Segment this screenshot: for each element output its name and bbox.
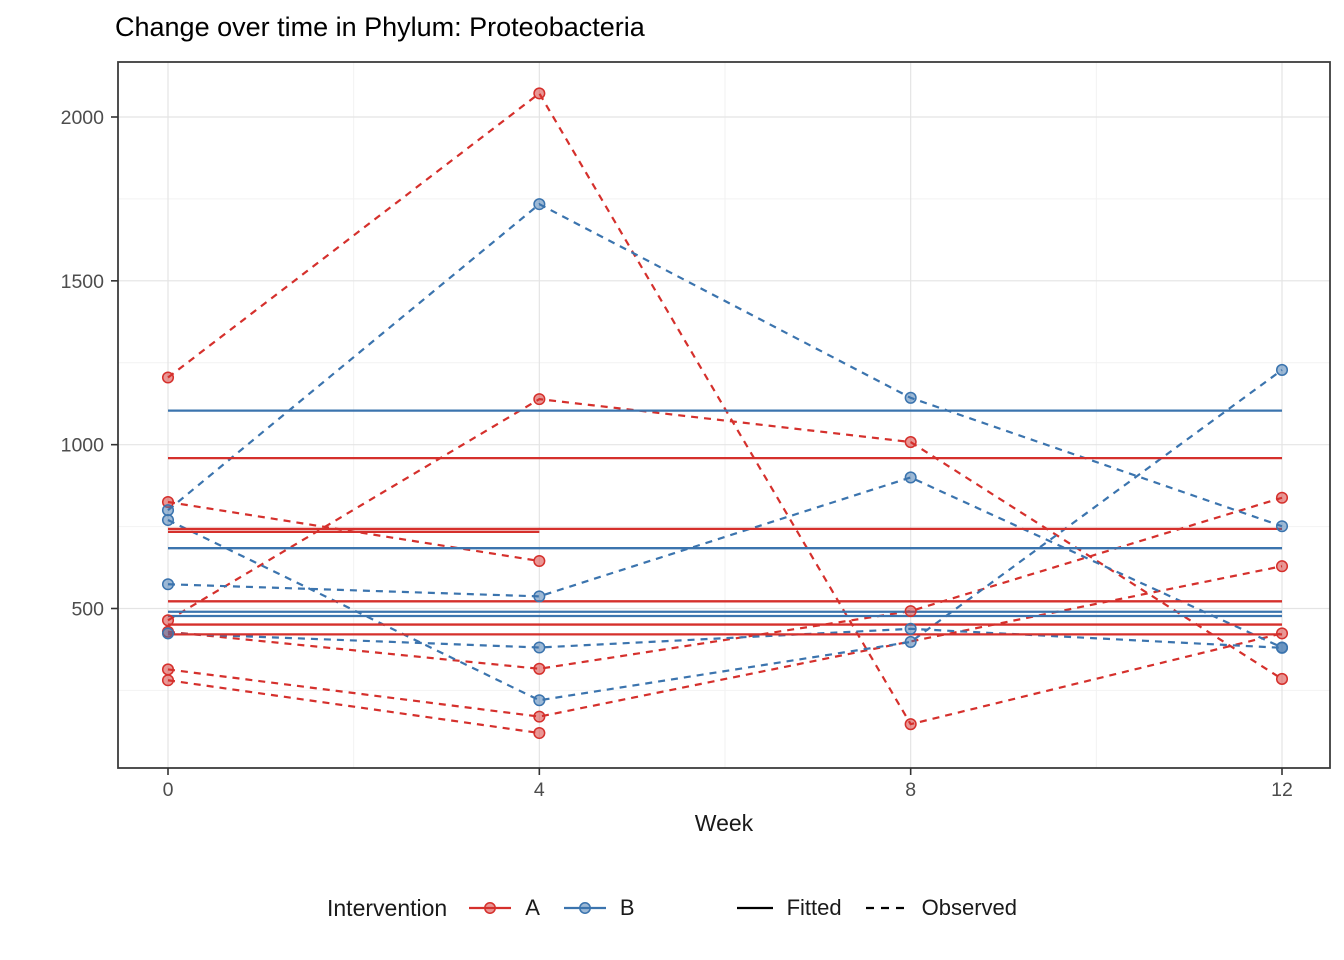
legend-label-observed: Observed	[921, 895, 1017, 920]
data-point	[161, 578, 175, 591]
data-point	[533, 590, 546, 603]
x-tick-label: 12	[1271, 779, 1293, 801]
x-tick-label: 0	[163, 779, 174, 801]
observed-key-icon	[865, 906, 908, 910]
data-point	[533, 710, 546, 723]
y-tick-label: 1500	[61, 271, 105, 293]
data-point	[161, 663, 175, 676]
y-tick-label: 2000	[61, 107, 105, 129]
chart-title: Change over time in Phylum: Proteobacter…	[115, 12, 645, 42]
data-point	[904, 471, 917, 484]
legend: Intervention A B Fitted	[0, 886, 1344, 930]
legend-key-group-b	[562, 897, 608, 919]
y-tick-label: 1000	[61, 435, 105, 457]
legend-label-b: B	[619, 895, 635, 920]
data-point	[161, 674, 175, 687]
data-point	[533, 198, 546, 211]
x-axis-label: Week	[694, 810, 754, 836]
legend-label-fitted: Fitted	[786, 895, 842, 920]
fitted-lines	[168, 409, 1282, 636]
x-tick-label: 8	[905, 779, 916, 801]
gridlines-minor	[118, 62, 1330, 768]
data-point	[533, 87, 546, 100]
data-point	[904, 435, 917, 449]
legend-key-group-a	[467, 897, 513, 919]
y-tick-label: 500	[71, 599, 104, 621]
data-point	[161, 504, 175, 517]
data-point	[161, 513, 175, 527]
data-point	[904, 391, 917, 404]
data-point	[161, 614, 175, 627]
legend-key-fitted	[735, 897, 775, 919]
observed-line-b3	[167, 476, 1283, 649]
data-point	[904, 635, 917, 648]
legend-label-a: A	[525, 895, 540, 920]
data-point	[533, 641, 546, 654]
legend-key-observed	[864, 897, 910, 919]
x-tick-label: 4	[534, 779, 545, 801]
data-point	[904, 622, 917, 635]
data-point	[904, 718, 917, 731]
observed-line-b4	[167, 627, 1283, 649]
observed-line-b1	[167, 202, 1283, 528]
data-point	[1275, 491, 1289, 504]
fitted-key-icon	[736, 906, 773, 910]
observed-line-b2	[167, 369, 1283, 702]
data-point	[904, 605, 917, 618]
data-point	[1275, 363, 1289, 377]
data-point	[161, 627, 175, 640]
panel-border	[117, 61, 1331, 769]
data-point	[533, 726, 546, 740]
data-point	[161, 371, 175, 384]
data-point	[1275, 560, 1289, 573]
data-point	[533, 554, 546, 568]
data-point	[1275, 672, 1289, 685]
group-a-key-icon	[469, 902, 512, 914]
data-point	[533, 393, 546, 406]
data-point	[533, 694, 546, 707]
data-point	[1275, 627, 1289, 640]
observed-line-a6	[167, 679, 540, 735]
x-tick-labels: 0 4 8 12	[163, 779, 1293, 801]
tick-marks	[111, 116, 1283, 775]
data-point	[1275, 520, 1289, 533]
gridlines-major	[118, 62, 1330, 768]
observed-line-a1	[167, 91, 1283, 726]
observed-line-a4	[167, 496, 1283, 670]
data-point	[533, 662, 546, 675]
panel-background	[118, 62, 1330, 768]
group-b-key-icon	[563, 902, 606, 914]
data-points	[161, 87, 1289, 740]
legend-title: Intervention	[327, 894, 448, 921]
data-point	[1275, 641, 1289, 654]
y-tick-labels: 500 1000 1500 2000	[61, 107, 105, 621]
